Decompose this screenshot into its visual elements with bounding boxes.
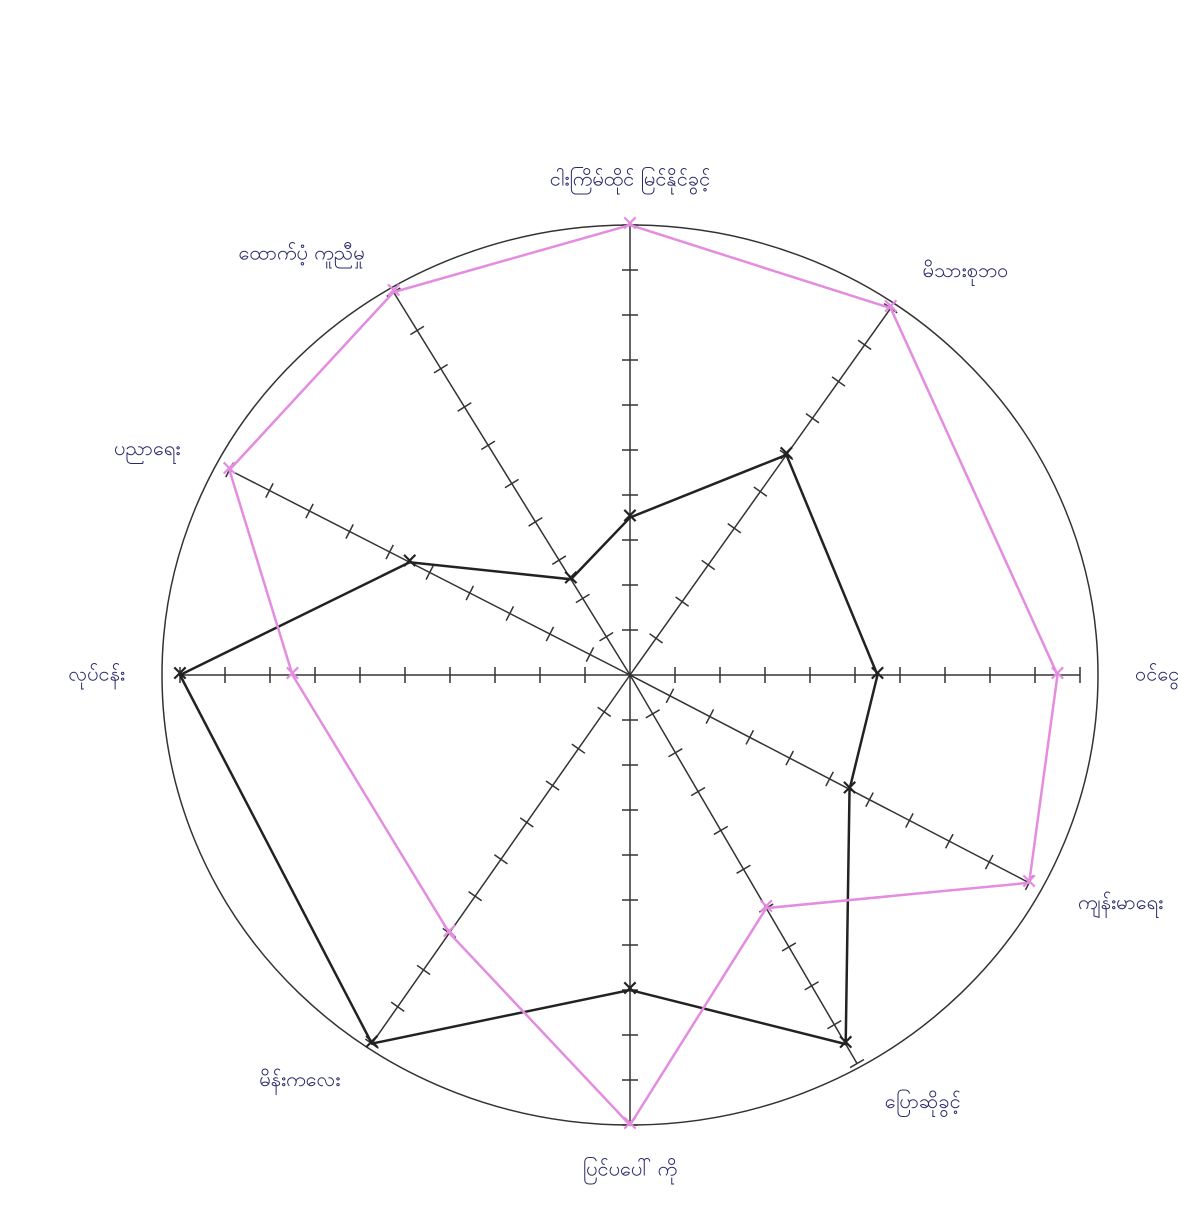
tick-mark — [529, 518, 543, 526]
tick-mark — [826, 772, 833, 786]
point-marker: ✕ — [283, 662, 301, 687]
tick-mark — [546, 781, 559, 790]
tick-mark — [506, 606, 513, 620]
tick-mark — [469, 892, 482, 901]
point-marker: ✕ — [384, 279, 402, 304]
point-marker: ✕ — [836, 1031, 854, 1056]
tick-mark — [786, 751, 793, 765]
tick-mark — [410, 326, 424, 334]
point-marker: ✕ — [777, 442, 795, 467]
tick-mark — [391, 1002, 404, 1011]
axis-label: မိန်းကလေး — [259, 1067, 340, 1095]
radar-chart: ငါးကြိမ်ထိုင် မြင်နိုင်ခွင့်မိသားစုဘဝဝင်… — [0, 0, 1178, 1226]
tick-mark — [466, 586, 473, 600]
tick-mark — [386, 545, 393, 559]
tick-mark — [572, 744, 585, 753]
tick-mark — [806, 414, 819, 423]
axis-label: ငါးကြိမ်ထိုင် မြင်နိုင်ခွင့် — [550, 167, 710, 195]
point-marker: ✕ — [840, 776, 858, 801]
tick-mark — [417, 965, 430, 974]
point-marker: ✕ — [171, 662, 189, 687]
tick-mark — [986, 855, 993, 869]
point-marker: ✕ — [621, 212, 639, 237]
point-marker: ✕ — [757, 895, 775, 920]
tick-mark — [691, 788, 705, 796]
tick-mark — [600, 633, 614, 641]
axis-label: ကျန်းမာရေး — [1078, 890, 1163, 918]
tick-mark — [546, 627, 553, 641]
tick-mark — [754, 487, 767, 496]
tick-mark — [746, 730, 753, 744]
tick-mark — [866, 793, 873, 807]
tick-mark — [666, 689, 673, 703]
tick-mark — [306, 504, 313, 518]
tick-mark — [669, 749, 683, 757]
point-marker: ✕ — [881, 295, 899, 320]
tick-mark — [266, 483, 273, 497]
tick-mark — [494, 855, 507, 864]
tick-mark — [481, 441, 495, 449]
tick-mark — [598, 707, 611, 716]
axis-label: ဝင်ငွေ ရှိမှု — [1135, 662, 1178, 690]
tick-mark — [702, 560, 715, 569]
tick-mark — [458, 403, 472, 411]
point-marker: ✕ — [562, 566, 580, 591]
tick-mark — [858, 340, 871, 349]
tick-mark — [676, 597, 689, 606]
point-marker: ✕ — [400, 549, 418, 574]
tick-mark — [782, 943, 796, 951]
axis-label: ပြောဆိုခွင့် — [885, 1089, 961, 1117]
tick-mark — [805, 982, 819, 990]
tick-mark — [946, 834, 953, 848]
axis-label: ပြင်ပပေါ် ကို — [583, 1157, 677, 1185]
axis-label: ထောက်ပံ့ ကူညီမှု — [239, 240, 365, 268]
axis-label: ပညာရေး — [114, 436, 180, 464]
tick-mark — [552, 556, 566, 564]
tick-mark — [520, 818, 533, 827]
tick-mark — [434, 365, 448, 373]
point-marker: ✕ — [220, 457, 238, 482]
tick-mark — [706, 709, 713, 723]
point-marker: ✕ — [1020, 870, 1038, 895]
tick-mark — [737, 865, 751, 873]
point-marker: ✕ — [621, 977, 639, 1002]
point-marker: ✕ — [440, 920, 458, 945]
point-marker: ✕ — [1048, 662, 1066, 687]
point-marker: ✕ — [621, 1112, 639, 1137]
axis-label: လုပ်ငန်း — [68, 662, 125, 690]
tick-mark — [346, 524, 353, 538]
point-marker: ✕ — [621, 505, 639, 530]
tick-mark — [426, 565, 433, 579]
tick-mark — [646, 710, 660, 718]
tick-mark — [827, 1021, 841, 1029]
tick-mark — [650, 634, 663, 643]
axis-label: မိသားစုဘဝ — [923, 258, 1009, 286]
point-marker: ✕ — [868, 662, 886, 687]
tick-mark — [906, 813, 913, 827]
point-marker: ✕ — [363, 1031, 381, 1056]
tick-mark — [576, 594, 590, 602]
tick-mark — [714, 826, 728, 834]
tick-mark — [728, 524, 741, 533]
tick-mark — [505, 479, 519, 487]
tick-mark — [586, 647, 593, 661]
tick-mark — [832, 377, 845, 386]
